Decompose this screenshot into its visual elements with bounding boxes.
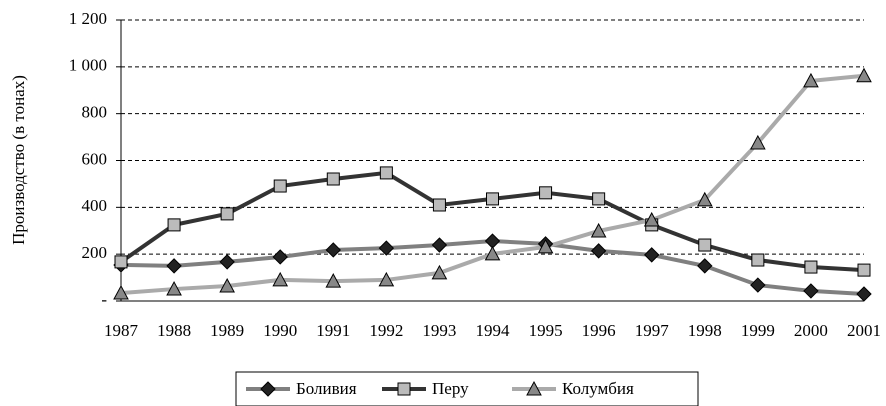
data-point <box>803 72 819 88</box>
data-point <box>272 249 288 265</box>
data-point <box>273 179 287 193</box>
data-point <box>697 258 713 274</box>
data-point <box>114 255 128 269</box>
data-point <box>219 254 235 270</box>
legend-label: Боливия <box>296 379 357 398</box>
data-point <box>537 238 554 254</box>
data-point <box>750 134 766 150</box>
data-point <box>326 172 340 186</box>
x-tick-label: 1993 <box>422 321 456 340</box>
legend-marker <box>526 380 542 396</box>
data-point <box>751 253 765 267</box>
y-tick-label: 1 200 <box>69 9 107 28</box>
x-tick-label: 1991 <box>316 321 350 340</box>
y-tick-label: - <box>101 290 107 309</box>
x-tick-label: 1997 <box>635 321 670 340</box>
data-point <box>856 286 872 302</box>
data-point <box>804 260 818 274</box>
data-point <box>219 277 235 293</box>
y-tick-label: 1 000 <box>69 56 107 75</box>
x-tick-label: 1994 <box>476 321 511 340</box>
data-point <box>590 222 607 238</box>
data-point <box>166 281 182 296</box>
y-tick-label: 800 <box>82 103 108 122</box>
data-point <box>166 258 182 274</box>
data-point <box>113 284 129 300</box>
x-tick-label: 1989 <box>210 321 244 340</box>
data-point <box>698 238 712 252</box>
data-point <box>379 166 393 180</box>
data-point <box>378 240 395 256</box>
data-point <box>856 67 872 83</box>
x-tick-label: 1995 <box>529 321 563 340</box>
data-point <box>486 192 499 206</box>
data-point <box>325 242 341 258</box>
legend-marker <box>397 382 411 396</box>
y-tick-label: 400 <box>82 196 108 215</box>
data-point <box>378 271 395 287</box>
data-point <box>325 273 342 288</box>
data-point <box>644 247 660 263</box>
legend-marker <box>260 381 276 397</box>
legend-label: Колумбия <box>562 379 634 398</box>
x-tick-label: 1988 <box>157 321 191 340</box>
data-point <box>590 243 607 259</box>
x-tick-label: 1990 <box>263 321 297 340</box>
data-point <box>220 207 234 221</box>
x-tick-label: 1992 <box>369 321 403 340</box>
x-tick-label: 2000 <box>794 321 828 340</box>
data-point <box>484 245 501 261</box>
data-point <box>167 218 181 232</box>
data-point <box>539 186 553 200</box>
x-tick-label: 1987 <box>104 321 139 340</box>
data-point <box>432 198 446 212</box>
data-point <box>592 192 606 206</box>
legend-box <box>235 371 699 406</box>
x-tick-label: 2001 <box>847 321 881 340</box>
y-axis-label: Производство (в тонах) <box>9 75 28 245</box>
data-point <box>696 191 713 207</box>
x-tick-label: 1996 <box>582 321 616 340</box>
data-point <box>431 264 448 280</box>
data-point <box>431 237 448 253</box>
y-tick-label: 600 <box>82 149 108 168</box>
x-tick-label: 1998 <box>688 321 722 340</box>
data-point <box>750 277 766 293</box>
x-tick-label: 1999 <box>741 321 775 340</box>
data-point <box>857 263 871 277</box>
data-point <box>272 271 289 287</box>
data-point <box>643 211 660 227</box>
y-tick-label: 200 <box>82 243 108 262</box>
legend-label: Перу <box>432 379 469 398</box>
data-point <box>803 283 819 299</box>
